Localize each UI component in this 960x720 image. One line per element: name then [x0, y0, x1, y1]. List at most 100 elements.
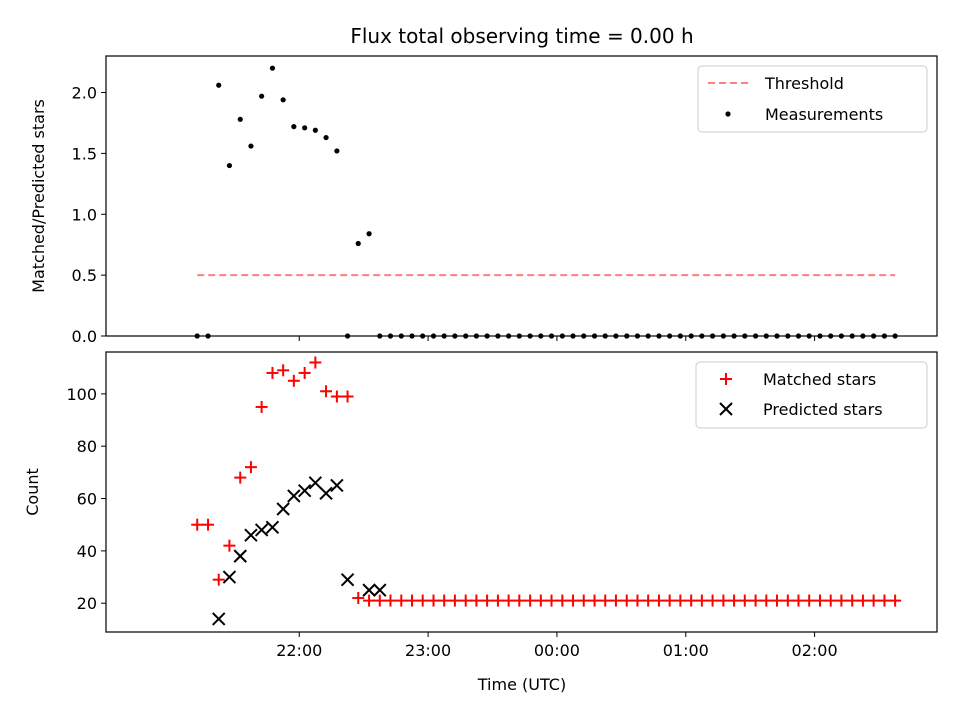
matched-stars-legend-label: Matched stars [763, 370, 876, 389]
y-tick-label: 80 [77, 437, 97, 456]
matched-star-marker [663, 594, 676, 607]
ratio-legend: Threshold Measurements [697, 65, 928, 133]
matched-star-marker [234, 471, 247, 484]
y-tick-label: 2.0 [72, 84, 97, 103]
matched-star-marker [277, 364, 290, 377]
matched-star-marker [255, 400, 268, 413]
matched-star-marker [814, 594, 827, 607]
marker-stroke [297, 483, 312, 498]
figure-title: Flux total observing time = 0.00 h [350, 24, 693, 48]
predicted-star-marker [319, 486, 333, 501]
matched-star-marker [373, 594, 386, 607]
matched-star-marker [835, 594, 848, 607]
matched-star-marker [395, 594, 408, 607]
matched-star-marker [567, 594, 580, 607]
ratio-legend-box [697, 65, 928, 133]
matched-star-marker [803, 594, 816, 607]
x-tick-label: 01:00 [663, 641, 709, 660]
matched-star-marker [438, 594, 451, 607]
matched-star-marker [212, 573, 225, 586]
predicted-star-marker [276, 502, 290, 516]
marker-stroke [265, 520, 280, 535]
matched-star-marker [717, 594, 730, 607]
predicted-star-marker [330, 478, 344, 493]
predicted-star-marker [340, 572, 355, 587]
predicted-star-marker [287, 489, 301, 503]
matched-star-marker [266, 366, 279, 379]
matched-star-marker [352, 591, 365, 604]
marker-stroke [319, 486, 333, 501]
marker-stroke [233, 549, 247, 563]
matched-star-marker [889, 594, 902, 607]
matched-star-marker [867, 594, 880, 607]
ratio-panel-frame [105, 55, 938, 337]
matched-star-marker [363, 594, 376, 607]
measurement-point [355, 240, 361, 247]
predicted-star-marker [362, 583, 376, 597]
predicted-star-marker [265, 520, 280, 535]
matched-star-marker [244, 461, 257, 474]
marker-stroke [222, 570, 237, 584]
y-tick-label: 0.5 [72, 266, 97, 285]
matched-star-marker [749, 594, 762, 607]
predicted-star-marker [233, 549, 247, 563]
count-panel-frame [105, 351, 938, 633]
matched-star-marker [448, 594, 461, 607]
marker-stroke [373, 583, 387, 597]
matched-star-marker [856, 594, 869, 607]
count-y-axis: 20 40 60 80 100 [66, 385, 106, 613]
matched-star-marker [298, 366, 311, 379]
measurements-legend-swatch [725, 111, 731, 117]
matched-star-marker [781, 594, 794, 607]
x-tick-label: 02:00 [792, 641, 838, 660]
matched-star-marker [824, 594, 837, 607]
matched-star-marker [728, 594, 741, 607]
count-x-axis: 22:00 23:00 00:00 01:00 02:00 [276, 632, 838, 660]
x-axis-label: Time (UTC) [477, 675, 566, 694]
matched-star-marker [588, 594, 601, 607]
y-tick-label: 1.0 [72, 205, 97, 224]
marker-stroke [340, 572, 355, 587]
matched-star-marker [223, 539, 236, 552]
measurement-point [269, 65, 276, 71]
matched-star-marker [792, 594, 805, 607]
matched-star-marker [320, 385, 333, 398]
matched-star-marker [556, 594, 569, 607]
matched-star-marker [652, 594, 665, 607]
predicted-stars-series [212, 476, 387, 626]
predicted-star-marker [297, 483, 312, 498]
marker-stroke [254, 523, 269, 537]
matched-star-marker [330, 390, 343, 403]
x-tick-label: 00:00 [534, 641, 580, 660]
y-tick-label: 1.5 [72, 144, 97, 163]
measurement-point [216, 82, 222, 88]
matched-star-marker [341, 390, 354, 403]
x-tick-label: 22:00 [276, 641, 322, 660]
count-panel-plot [191, 356, 902, 626]
measurement-point [259, 93, 265, 99]
matched-star-marker [202, 518, 215, 531]
y-tick-label: 100 [66, 385, 97, 404]
predicted-star-marker [308, 476, 323, 490]
measurement-point [312, 127, 318, 133]
matched-star-marker [491, 594, 504, 607]
measurement-point [291, 124, 297, 130]
matched-stars-series [191, 356, 902, 607]
measurement-point [248, 143, 254, 149]
y-tick-label: 0.0 [72, 327, 97, 346]
measurement-point [334, 148, 340, 154]
matched-star-marker [416, 594, 429, 607]
measurement-point [226, 162, 233, 169]
predicted-star-marker [244, 528, 258, 542]
measurement-point [280, 97, 286, 103]
matched-star-marker [577, 594, 590, 607]
predicted-star-marker [212, 612, 226, 626]
threshold-legend-label: Threshold [764, 74, 844, 93]
marker-stroke [308, 476, 323, 490]
x-tick-label: 23:00 [405, 641, 451, 660]
matched-star-marker [191, 518, 204, 531]
predicted-stars-legend-label: Predicted stars [763, 400, 883, 419]
ratio-y-axis: 0.0 0.5 1.0 1.5 2.0 [72, 84, 106, 346]
matched-star-marker [427, 594, 440, 607]
